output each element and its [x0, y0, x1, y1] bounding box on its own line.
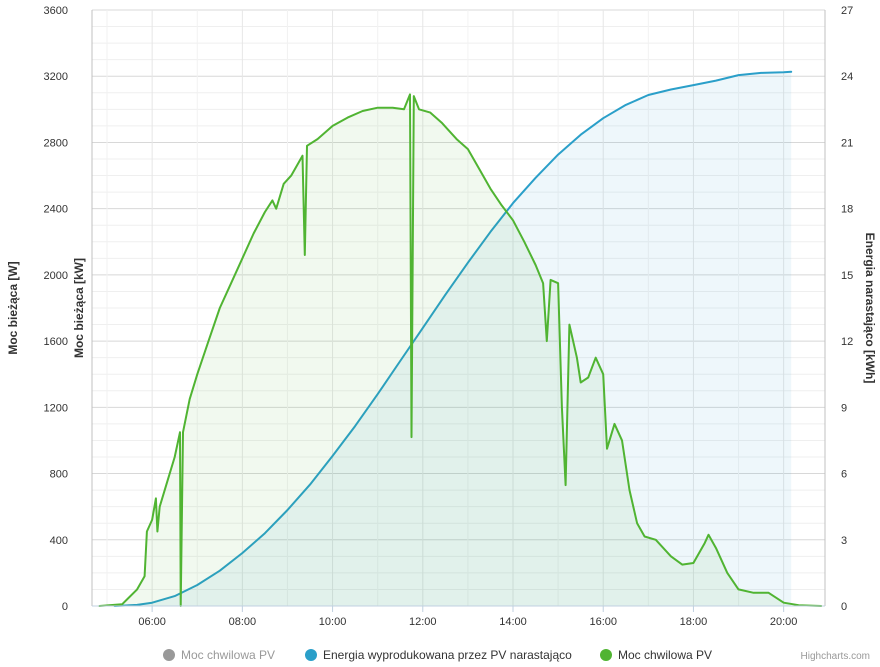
- series-line-2[interactable]: [98, 93, 823, 607]
- x-tick-label: 18:00: [680, 616, 708, 628]
- grid-lines: [92, 9, 825, 607]
- legend-dot-icon: [600, 649, 612, 661]
- y-left-tick-label: 1600: [44, 336, 68, 348]
- x-tick-label: 08:00: [229, 616, 257, 628]
- y-left-tick-label: 400: [50, 535, 68, 547]
- y-right-tick-label: 15: [841, 270, 853, 282]
- y-axis-title-kwh: Energia narastająco [kWh]: [863, 233, 877, 384]
- legend-dot-icon: [163, 649, 175, 661]
- axes: [91, 10, 826, 607]
- x-tick-label: 20:00: [770, 616, 798, 628]
- y-left-tick-label: 800: [50, 469, 68, 481]
- series-area-2: [99, 94, 822, 607]
- legend-label: Moc chwilowa PV: [181, 648, 276, 662]
- x-tick-label: 12:00: [409, 616, 437, 628]
- legend: Moc chwilowa PV Energia wyprodukowana pr…: [0, 646, 880, 666]
- x-tick-label: 16:00: [589, 616, 617, 628]
- y-axis-title-w: Moc bieżąca [W]: [6, 261, 20, 354]
- legend-dot-icon: [305, 649, 317, 661]
- legend-item-moc-chwilowa-pv[interactable]: Moc chwilowa PV: [600, 648, 712, 662]
- y-right-tick-label: 24: [841, 71, 853, 83]
- y-left-tick-label: 0: [62, 601, 68, 613]
- legend-item-moc-chwilowa-pv-hidden[interactable]: Moc chwilowa PV: [163, 648, 275, 662]
- series-layer: [98, 70, 823, 607]
- y-right-tick-label: 21: [841, 137, 853, 149]
- x-tick-label: 06:00: [138, 616, 166, 628]
- series-area-1: [114, 71, 792, 607]
- y-right-tick-label: 18: [841, 204, 853, 216]
- legend-label: Moc chwilowa PV: [618, 648, 713, 662]
- legend-label: Energia wyprodukowana przez PV narastają…: [323, 648, 572, 662]
- x-tick-label: 10:00: [319, 616, 347, 628]
- y-right-tick-label: 9: [841, 402, 847, 414]
- legend-item-energia[interactable]: Energia wyprodukowana przez PV narastają…: [305, 648, 572, 662]
- y-left-tick-label: 3200: [44, 71, 68, 83]
- y-right-tick-label: 0: [841, 601, 847, 613]
- credits-link[interactable]: Highcharts.com: [800, 651, 870, 662]
- tick-labels: 0 400 800 1200 1600 2000 2400 2800 3200 3600 0 3 6 9 1…: [44, 5, 854, 628]
- y-right-tick-label: 6: [841, 469, 847, 481]
- y-left-tick-label: 2000: [44, 270, 68, 282]
- y-right-tick-label: 3: [841, 535, 847, 547]
- y-left-tick-label: 1200: [44, 402, 68, 414]
- series-line-1[interactable]: [113, 70, 793, 607]
- y-left-tick-label: 2800: [44, 137, 68, 149]
- y-axis-title-kw: Moc bieżąca [kW]: [72, 258, 86, 358]
- x-tick-label: 14:00: [499, 616, 527, 628]
- y-right-tick-label: 12: [841, 336, 853, 348]
- y-left-tick-label: 3600: [44, 5, 68, 17]
- y-left-tick-label: 2400: [44, 204, 68, 216]
- y-right-tick-label: 27: [841, 5, 853, 17]
